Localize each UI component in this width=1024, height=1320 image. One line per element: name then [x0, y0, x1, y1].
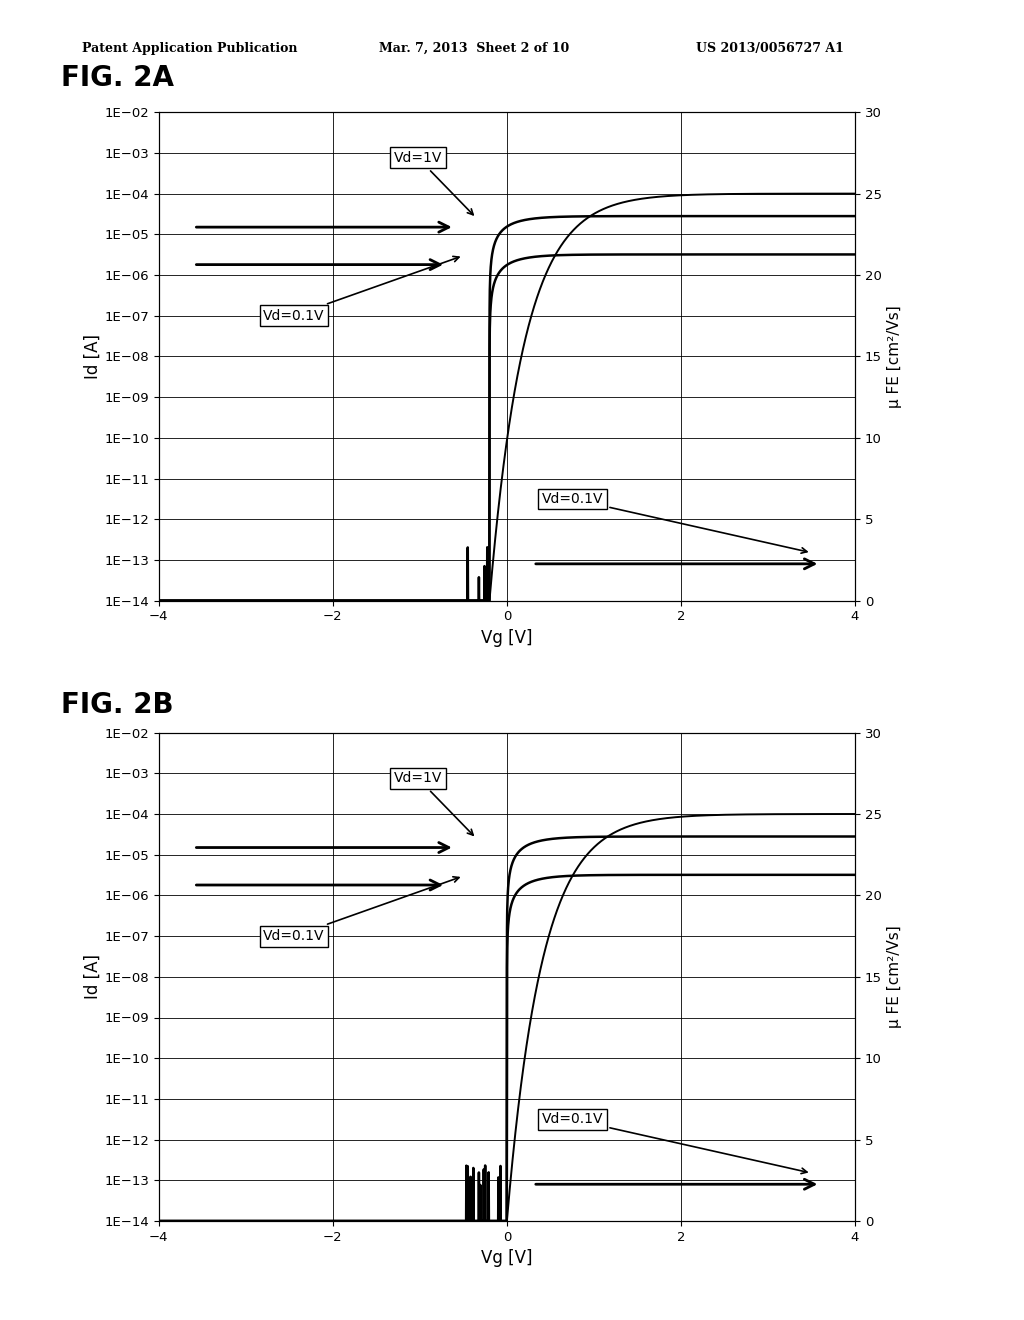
Y-axis label: μ FE [cm²/Vs]: μ FE [cm²/Vs] [888, 305, 902, 408]
Text: US 2013/0056727 A1: US 2013/0056727 A1 [696, 42, 844, 55]
Text: FIG. 2B: FIG. 2B [61, 692, 174, 719]
Text: FIG. 2A: FIG. 2A [61, 65, 174, 92]
Text: Mar. 7, 2013  Sheet 2 of 10: Mar. 7, 2013 Sheet 2 of 10 [379, 42, 569, 55]
Y-axis label: Id [A]: Id [A] [83, 334, 101, 379]
Text: Vd=0.1V: Vd=0.1V [263, 876, 459, 942]
Text: Patent Application Publication: Patent Application Publication [82, 42, 297, 55]
Text: Vd=0.1V: Vd=0.1V [542, 492, 807, 553]
Y-axis label: Id [A]: Id [A] [83, 954, 101, 999]
X-axis label: Vg [V]: Vg [V] [481, 628, 532, 647]
X-axis label: Vg [V]: Vg [V] [481, 1249, 532, 1267]
Text: Vd=0.1V: Vd=0.1V [263, 256, 459, 322]
Text: Vd=0.1V: Vd=0.1V [542, 1113, 807, 1173]
Text: Vd=1V: Vd=1V [393, 771, 473, 836]
Y-axis label: μ FE [cm²/Vs]: μ FE [cm²/Vs] [888, 925, 902, 1028]
Text: Vd=1V: Vd=1V [393, 150, 473, 215]
